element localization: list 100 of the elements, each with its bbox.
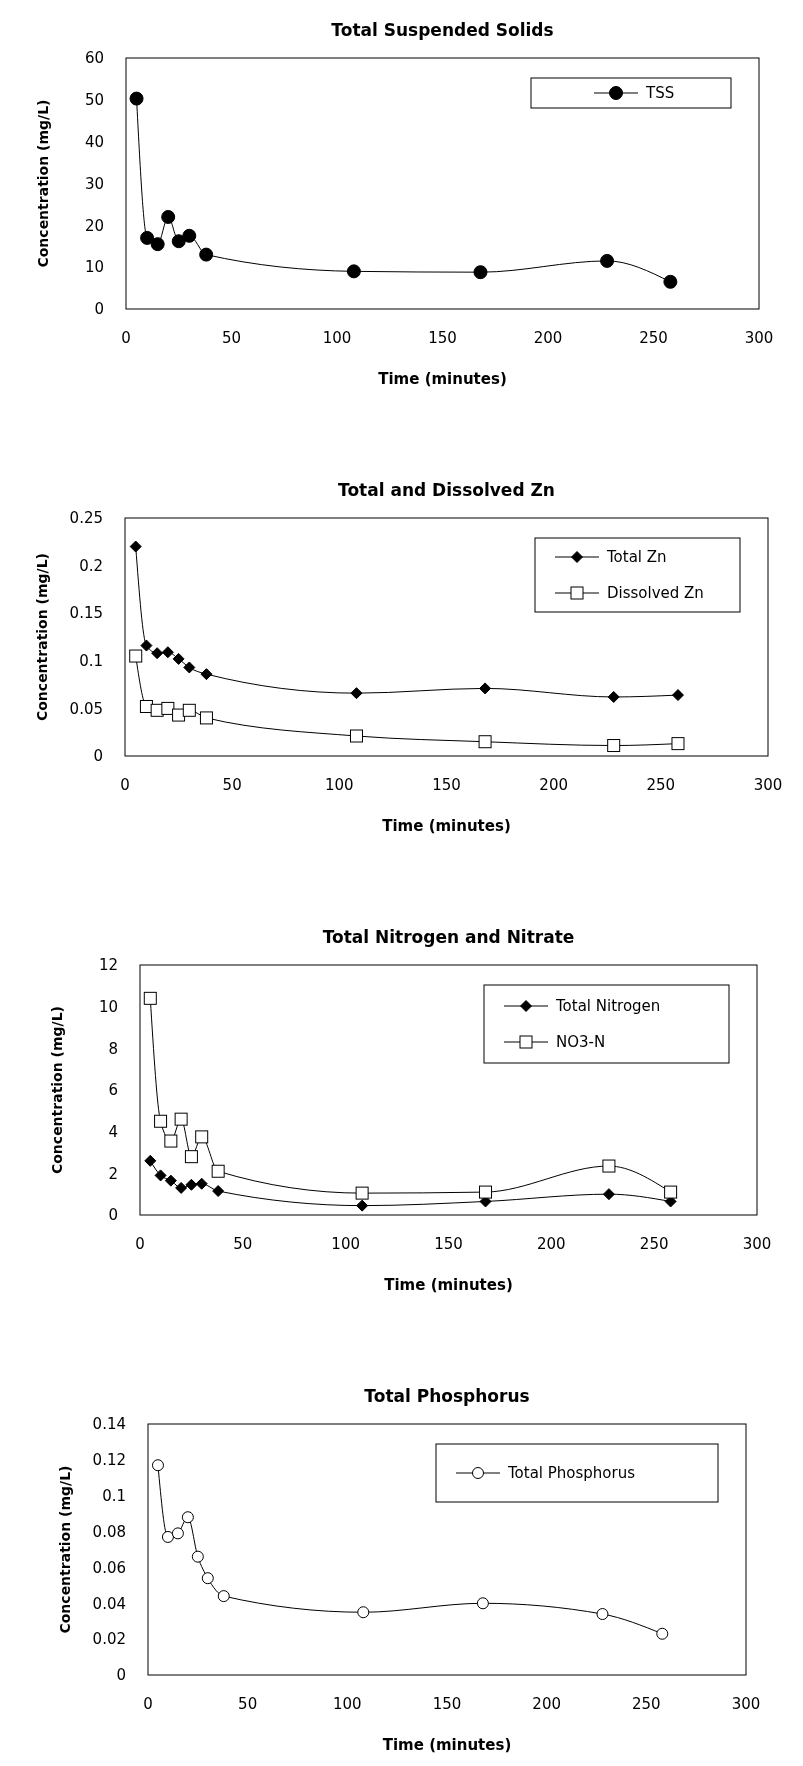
y-tick-label: 40 [84,132,104,151]
y-tick-label: 2 [108,1164,118,1183]
y-tick-label: 4 [108,1122,118,1141]
point [140,639,153,652]
x-tick-label: 150 [434,1235,463,1253]
y-tick-label: 20 [84,216,104,235]
x-tick-label: 100 [322,329,352,347]
y-axis-title: Concentration (mg/L) [34,552,50,722]
x-tick-label: 300 [753,776,783,794]
x-tick-label: 100 [331,1235,360,1253]
y-tick-label: 50 [84,91,104,110]
point [185,1178,198,1191]
y-tick-label: 0.08 [92,1522,126,1541]
x-tick-label: 200 [539,776,568,794]
point [199,711,213,725]
chart-title: Total Phosphorus [364,1386,530,1406]
y-tick-label: 0 [93,747,103,766]
point [671,737,685,751]
y-tick-label: 0.12 [92,1451,126,1470]
y-tick-label: 0 [108,1206,118,1225]
y-tick-label: 0.2 [79,556,103,575]
y-tick-label: 0.14 [92,1415,126,1434]
point [212,1185,225,1198]
point [478,735,492,749]
point [171,1527,184,1540]
point [200,668,213,681]
point [602,1159,616,1173]
point [191,1550,204,1563]
y-tick-label: 0.05 [69,699,103,718]
chart-title: Total Nitrogen and Nitrate [322,927,575,947]
point [600,253,615,268]
x-axis-title: Time (minutes) [384,1276,513,1294]
point [164,1134,178,1148]
point [350,687,363,700]
point [154,1114,168,1128]
x-tick-label: 200 [537,1235,566,1253]
x-tick-label: 150 [432,1695,462,1713]
point [172,652,185,665]
point [671,689,684,702]
point [129,649,143,663]
y-tick-label: 0 [94,300,104,319]
y-tick-label: 12 [98,956,118,975]
y-tick-label: 60 [84,49,104,68]
y-axis-title: Concentration (mg/L) [57,1465,73,1634]
point [349,729,363,743]
y-tick-label: 0.25 [69,509,103,528]
legend-label: Total Zn [606,548,667,567]
x-tick-label: 250 [632,1695,661,1713]
point [129,540,142,553]
point [356,1199,369,1212]
point [184,1150,198,1164]
x-tick-label: 150 [432,776,461,794]
point [183,661,196,674]
point [164,1174,177,1187]
point [150,237,165,252]
y-tick-label: 8 [108,1039,118,1058]
point [175,1181,188,1194]
point [199,247,214,262]
y-tick-label: 6 [108,1081,118,1100]
x-tick-label: 250 [639,329,668,347]
x-tick-label: 50 [221,329,242,347]
y-tick-label: 0.1 [102,1486,126,1505]
y-tick-label: 0 [116,1666,126,1685]
point [355,1186,369,1200]
point [182,228,197,243]
legend-label: Dissolved Zn [607,584,704,603]
x-tick-label: 50 [233,1235,253,1253]
x-axis-title: Time (minutes) [378,370,507,388]
point [211,1164,225,1178]
x-tick-label: 300 [744,329,774,347]
point [181,1511,194,1524]
x-tick-label: 250 [639,1235,669,1253]
point [140,230,155,245]
point [476,1597,489,1610]
point [143,991,157,1005]
point [596,1608,609,1621]
point [607,739,621,753]
legend-label: NO3-N [556,1033,606,1052]
point [171,234,186,249]
point [664,1185,678,1199]
legend-label: Total Phosphorus [507,1464,636,1483]
x-tick-label: 300 [742,1235,772,1253]
point [129,91,144,106]
y-tick-label: 0.04 [92,1594,126,1613]
point [479,1185,493,1199]
point [195,1130,209,1144]
point [154,1169,167,1182]
x-axis-title: Time (minutes) [382,1736,512,1754]
x-tick-label: 0 [135,1235,145,1253]
point [217,1590,230,1603]
x-tick-label: 0 [143,1695,153,1713]
point [663,274,678,289]
point [174,1112,188,1126]
y-tick-label: 10 [98,997,118,1016]
point [346,264,361,279]
point [161,1530,174,1543]
point [182,703,196,717]
point [201,1572,214,1585]
point [656,1627,669,1640]
chart-title: Total Suspended Solids [331,20,554,40]
